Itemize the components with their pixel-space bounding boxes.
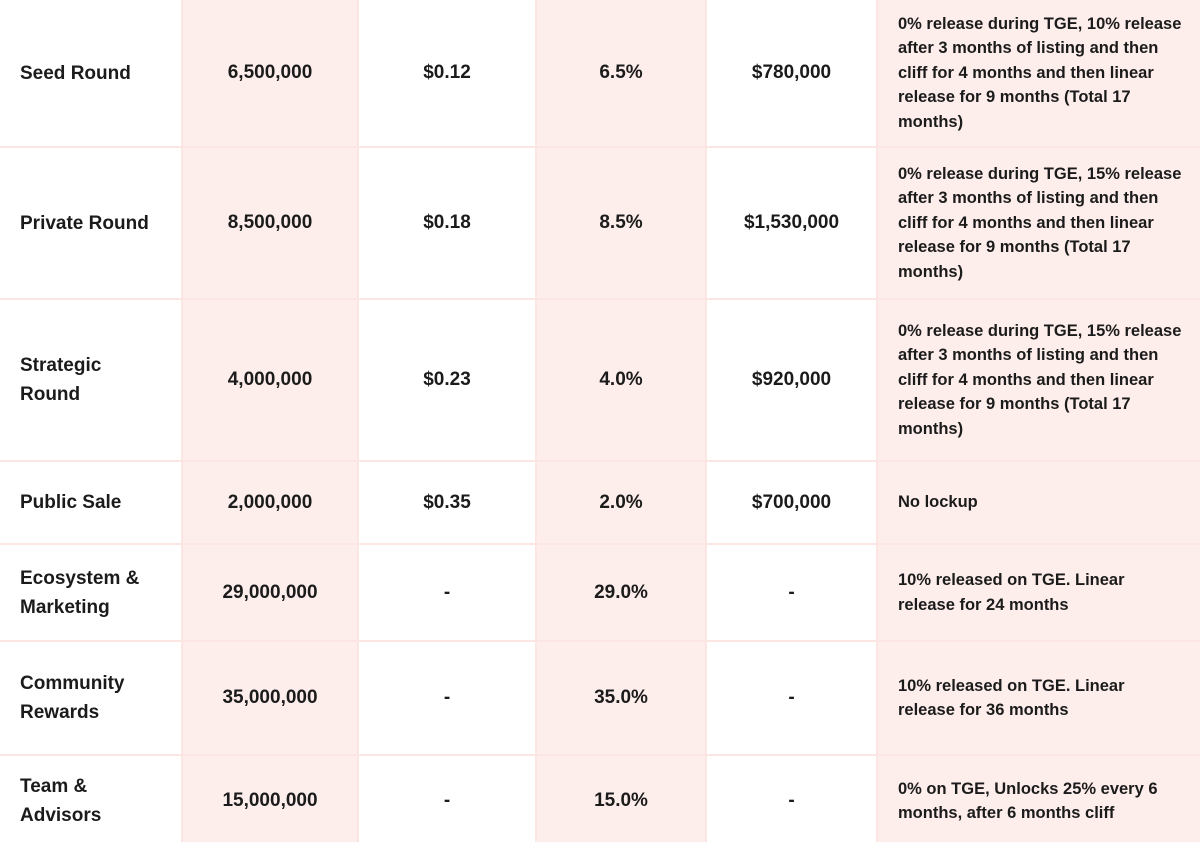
allocation-name: Strategic Round bbox=[0, 298, 183, 462]
token-price: $0.12 bbox=[357, 0, 537, 148]
token-amount: 4,000,000 bbox=[181, 298, 359, 462]
token-amount: 8,500,000 bbox=[181, 146, 359, 300]
token-price: - bbox=[357, 640, 537, 756]
raise-amount: - bbox=[705, 543, 878, 642]
allocation-name: Team & Advisors bbox=[0, 754, 183, 842]
allocation-name: Ecosystem & Marketing bbox=[0, 543, 183, 642]
token-amount: 2,000,000 bbox=[181, 460, 359, 545]
allocation-name: Seed Round bbox=[0, 0, 183, 148]
allocation-percent: 15.0% bbox=[535, 754, 707, 842]
table-row: Ecosystem & Marketing 29,000,000-29.0% -10… bbox=[0, 543, 1200, 642]
vesting-terms: 10% released on TGE. Linear release for … bbox=[876, 640, 1200, 756]
allocation-name: Public Sale bbox=[0, 460, 183, 545]
raise-amount: - bbox=[705, 754, 878, 842]
table-row: Strategic Round 4,000,000 $0.23 4.0% $920,00… bbox=[0, 298, 1200, 462]
raise-amount: $700,000 bbox=[705, 460, 878, 545]
table-row: Community Rewards 35,000,000-35.0% -10% re… bbox=[0, 640, 1200, 756]
allocation-name: Private Round bbox=[0, 146, 183, 300]
allocation-percent: 8.5% bbox=[535, 146, 707, 300]
allocation-percent: 35.0% bbox=[535, 640, 707, 756]
raise-amount: - bbox=[705, 640, 878, 756]
token-price: $0.23 bbox=[357, 298, 537, 462]
raise-amount: $780,000 bbox=[705, 0, 878, 148]
token-price: - bbox=[357, 543, 537, 642]
raise-amount: $920,000 bbox=[705, 298, 878, 462]
vesting-terms: 10% released on TGE. Linear release for … bbox=[876, 543, 1200, 642]
vesting-terms: No lockup bbox=[876, 460, 1200, 545]
table-row: Private Round 8,500,000 $0.18 8.5% $1,530,00… bbox=[0, 146, 1200, 300]
token-price: - bbox=[357, 754, 537, 842]
table-row: Public Sale 2,000,000 $0.35 2.0% $700,000 No … bbox=[0, 460, 1200, 545]
allocation-name: Community Rewards bbox=[0, 640, 183, 756]
allocation-percent: 29.0% bbox=[535, 543, 707, 642]
raise-amount: $1,530,000 bbox=[705, 146, 878, 300]
token-price: $0.35 bbox=[357, 460, 537, 545]
token-amount: 29,000,000 bbox=[181, 543, 359, 642]
table-row: Team & Advisors 15,000,000-15.0% -0% on TG… bbox=[0, 754, 1200, 842]
vesting-terms: 0% release during TGE, 15% release after… bbox=[876, 298, 1200, 462]
table-row: Seed Round 6,500,000 $0.12 6.5% $780,000 0% r… bbox=[0, 0, 1200, 148]
token-amount: 6,500,000 bbox=[181, 0, 359, 148]
token-amount: 15,000,000 bbox=[181, 754, 359, 842]
token-price: $0.18 bbox=[357, 146, 537, 300]
allocation-percent: 4.0% bbox=[535, 298, 707, 462]
token-amount: 35,000,000 bbox=[181, 640, 359, 756]
allocation-percent: 2.0% bbox=[535, 460, 707, 545]
allocation-percent: 6.5% bbox=[535, 0, 707, 148]
vesting-terms: 0% release during TGE, 15% release after… bbox=[876, 146, 1200, 300]
vesting-terms: 0% on TGE, Unlocks 25% every 6 months, a… bbox=[876, 754, 1200, 842]
vesting-terms: 0% release during TGE, 10% release after… bbox=[876, 0, 1200, 148]
